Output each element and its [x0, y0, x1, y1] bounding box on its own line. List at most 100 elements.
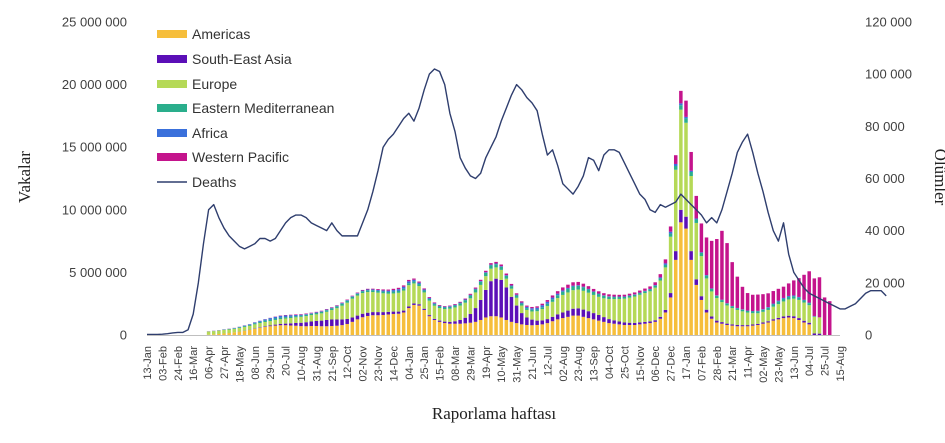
bar-americas-17-may	[505, 320, 508, 335]
bar-south-east-asia-27-jun	[802, 321, 805, 323]
bar-europe-06-apr	[207, 332, 210, 335]
bar-africa-01-nov	[628, 295, 631, 296]
bar-africa-09-aug	[566, 288, 569, 289]
bar-eastern-mediterranean-05-apr	[474, 289, 477, 292]
bar-europe-02-nov	[361, 293, 364, 314]
bar-western-pacific-30-may	[782, 287, 785, 298]
bar-south-east-asia-05-jul	[541, 320, 544, 324]
bar-africa-06-jun	[787, 296, 790, 297]
x-tick-label: 16-Mar	[188, 346, 200, 381]
x-tick-label: 02-May	[758, 346, 770, 383]
bar-americas-01-mar	[448, 324, 451, 335]
bar-americas-29-mar	[469, 323, 472, 335]
bar-europe-08-nov	[633, 297, 636, 323]
bar-europe-18-may	[238, 328, 241, 332]
bar-africa-20-dec	[664, 263, 667, 265]
bar-europe-25-apr	[756, 313, 759, 324]
bar-americas-15-jun	[258, 328, 261, 335]
bar-europe-30-aug	[582, 291, 585, 310]
bar-south-east-asia-13-dec	[659, 317, 662, 319]
bar-eastern-mediterranean-02-may	[761, 310, 764, 312]
bar-europe-12-oct	[345, 303, 348, 319]
bar-europe-07-dec	[387, 294, 390, 312]
bar-americas-21-jun	[530, 325, 533, 335]
bar-western-pacific-27-jul	[289, 315, 292, 316]
bar-africa-01-feb	[428, 298, 431, 299]
x-tick-label: 08-Mar	[450, 346, 462, 381]
bar-western-pacific-01-aug	[828, 301, 831, 335]
bar-europe-22-jun	[263, 322, 266, 326]
bar-south-east-asia-20-dec	[664, 310, 667, 313]
bar-africa-27-jul	[289, 315, 292, 316]
bar-eastern-mediterranean-14-dec	[392, 292, 395, 294]
bar-americas-04-jan	[407, 308, 410, 335]
bar-south-east-asia-15-feb	[438, 321, 441, 322]
bar-eastern-mediterranean-07-dec	[387, 292, 390, 294]
bar-europe-04-jul	[807, 305, 810, 323]
bar-eastern-mediterranean-10-aug	[299, 316, 302, 317]
bar-south-east-asia-14-mar	[725, 324, 728, 325]
bar-africa-07-dec	[387, 291, 390, 292]
bar-africa-19-apr	[484, 272, 487, 273]
bar-europe-27-apr	[222, 330, 225, 334]
bar-americas-28-feb	[715, 322, 718, 335]
bar-americas-14-feb	[705, 312, 708, 335]
bar-western-pacific-09-nov	[366, 289, 369, 290]
bar-western-pacific-16-aug	[571, 282, 574, 285]
bar-europe-11-apr	[746, 313, 749, 326]
bar-africa-20-jul	[284, 315, 287, 317]
bar-americas-28-sep	[335, 326, 338, 335]
bar-eastern-mediterranean-05-oct	[340, 304, 343, 306]
bar-south-east-asia-09-may	[766, 321, 769, 322]
bar-europe-29-jun	[268, 321, 271, 325]
bar-western-pacific-04-jan	[407, 280, 410, 281]
x-tick-label: 08-Jun	[250, 346, 262, 380]
bar-europe-13-jul	[279, 319, 282, 324]
bar-south-east-asia-17-jan	[684, 217, 687, 229]
bar-americas-28-dec	[402, 312, 405, 335]
bar-south-east-asia-18-jan	[417, 304, 420, 305]
bar-africa-10-may	[499, 266, 502, 267]
bar-western-pacific-04-apr	[741, 287, 744, 310]
bar-south-east-asia-12-oct	[345, 319, 348, 324]
bar-western-pacific-31-may	[515, 293, 518, 294]
bar-africa-08-nov	[633, 294, 636, 295]
bar-western-pacific-10-may	[499, 265, 502, 267]
bar-africa-17-jan	[684, 117, 687, 119]
bar-eastern-mediterranean-31-jan	[695, 219, 698, 223]
bar-western-pacific-22-feb	[443, 306, 446, 307]
bar-south-east-asia-30-may	[782, 316, 785, 318]
bar-western-pacific-11-apr	[746, 293, 749, 311]
bar-western-pacific-27-dec	[669, 226, 672, 231]
bar-americas-13-sep	[592, 319, 595, 335]
bar-africa-07-sep	[320, 311, 323, 312]
bar-eastern-mediterranean-13-jul	[279, 318, 282, 320]
bar-americas-16-aug	[571, 316, 574, 335]
bar-western-pacific-06-sep	[587, 286, 590, 289]
bar-western-pacific-01-nov	[628, 294, 631, 296]
bar-americas-01-nov	[628, 325, 631, 335]
bar-americas-22-jun	[263, 327, 266, 335]
bar-africa-18-jan	[417, 283, 420, 284]
bar-south-east-asia-16-nov	[371, 312, 374, 315]
y-tick-label: 0	[120, 328, 127, 343]
bar-eastern-mediterranean-08-mar	[453, 305, 456, 307]
bar-europe-02-aug	[561, 295, 564, 313]
bar-eastern-mediterranean-23-nov	[376, 291, 379, 293]
bar-western-pacific-02-aug	[561, 287, 564, 290]
bar-eastern-mediterranean-15-nov	[638, 293, 641, 295]
bar-americas-22-mar	[464, 323, 467, 335]
bar-africa-01-mar	[448, 306, 451, 307]
bar-south-east-asia-19-oct	[351, 317, 354, 321]
bar-africa-31-aug	[315, 312, 318, 313]
bar-europe-26-apr	[489, 269, 492, 282]
bar-south-east-asia-07-feb	[700, 296, 703, 300]
bar-south-east-asia-28-mar	[736, 325, 739, 326]
bar-south-east-asia-10-aug	[299, 323, 302, 326]
bar-africa-16-nov	[371, 289, 374, 290]
x-tick-label: 07-Feb	[696, 346, 708, 381]
bar-south-east-asia-30-nov	[381, 312, 384, 315]
bar-europe-16-may	[772, 307, 775, 320]
legend-label-deaths: Deaths	[192, 174, 236, 190]
